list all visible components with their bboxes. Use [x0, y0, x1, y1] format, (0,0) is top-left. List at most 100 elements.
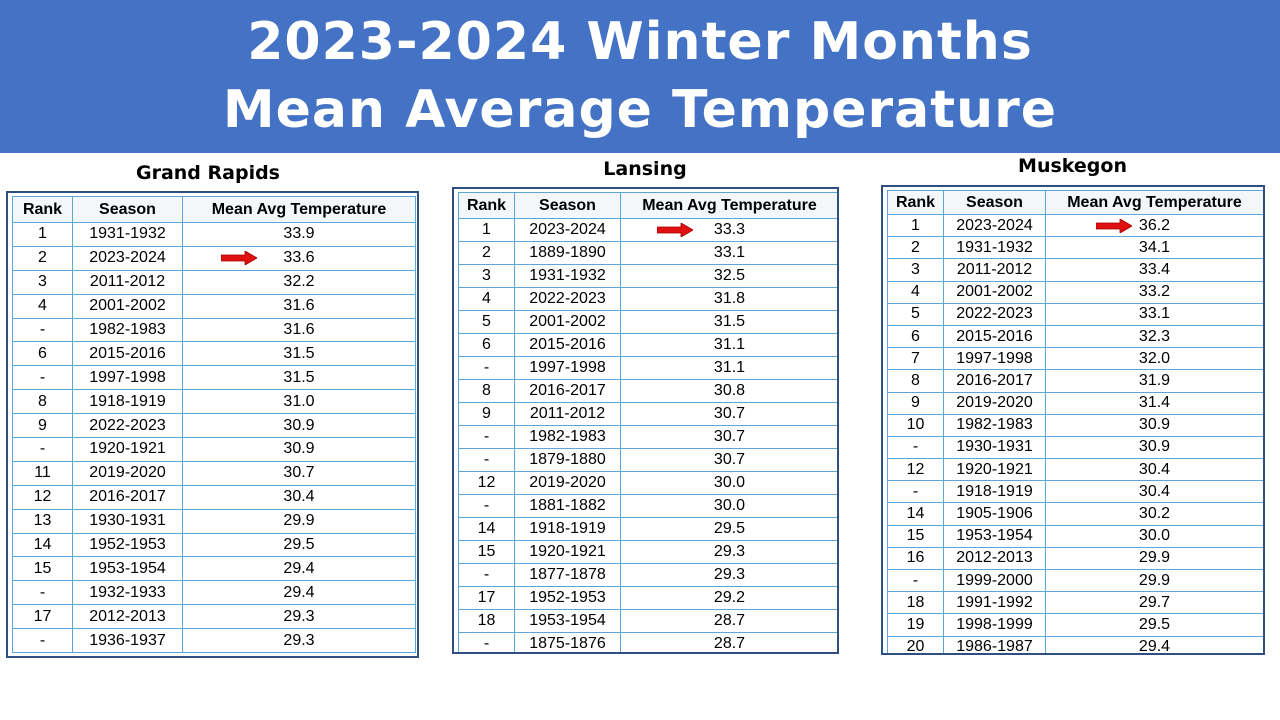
table-row: 14 1918-1919 29.5 [458, 517, 837, 541]
cell-temp: 33.4 [1045, 258, 1263, 282]
table-row: 7 1997-1998 32.0 [887, 347, 1263, 371]
cell-temp: 31.6 [182, 317, 416, 343]
cell-temp: 33.2 [1045, 280, 1263, 304]
cell-season: 1920-1921 [514, 540, 621, 564]
cell-season: 2015-2016 [943, 324, 1046, 349]
cell-temp: 30.9 [1045, 413, 1263, 437]
cell-season: 2011-2012 [72, 269, 183, 295]
cell-season: 2016-2017 [943, 369, 1046, 393]
cell-season: 1931-1932 [72, 222, 183, 247]
table-row: -1881-1882 30.0 [458, 494, 837, 518]
cell-season: 1932-1933 [72, 580, 183, 606]
cell-temp: 29.4 [182, 580, 416, 606]
header-season: Season [943, 190, 1046, 215]
cell-season: 1991-1992 [943, 591, 1046, 615]
red-arrow-icon [221, 251, 257, 266]
table-row: -1877-1878 29.3 [458, 563, 837, 587]
cell-rank: - [12, 437, 73, 462]
cell-rank: 2 [887, 236, 944, 260]
cell-rank: 6 [887, 324, 944, 349]
table-row: 17 2012-2013 29.3 [12, 604, 416, 630]
cell-temp: 31.9 [1045, 369, 1263, 393]
table-row: 6 2015-2016 31.5 [12, 341, 416, 367]
table-row: -1932-1933 29.4 [12, 580, 416, 606]
header-season: Season [514, 192, 621, 219]
cell-season: 1930-1931 [72, 508, 183, 534]
cell-season: 2015-2016 [72, 341, 183, 367]
cell-rank: 1 [12, 222, 73, 247]
cell-temp: 30.2 [1045, 502, 1263, 526]
cell-temp: 29.5 [620, 517, 837, 541]
table-panel-grand-rapids: Rank Season Mean Avg Temperature 1 1931-1… [6, 191, 419, 658]
cell-rank: - [458, 494, 515, 518]
cell-season: 1875-1876 [514, 632, 621, 652]
table-row: 3 2011-2012 33.4 [887, 258, 1263, 282]
table-row: -1999-2000 29.9 [887, 568, 1263, 593]
cell-rank: 2 [12, 245, 73, 271]
cell-season: 1998-1999 [943, 613, 1046, 637]
cell-temp: 29.7 [1045, 591, 1263, 615]
cell-rank: - [887, 435, 944, 460]
cell-season: 1877-1878 [514, 563, 621, 587]
cell-temp: 30.0 [1045, 524, 1263, 548]
cell-rank: 3 [458, 264, 515, 288]
red-arrow-icon [1096, 218, 1132, 233]
cell-rank: 4 [12, 293, 73, 319]
cell-season: 1931-1932 [514, 264, 621, 288]
title-line-2: Mean Average Temperature [222, 80, 1058, 140]
cell-temp: 29.3 [182, 628, 416, 654]
table-row: 10 1982-1983 30.9 [887, 413, 1263, 437]
cell-rank: 3 [887, 258, 944, 282]
city-title-muskegon: Muskegon [1018, 155, 1127, 177]
cell-season: 1889-1890 [514, 241, 621, 265]
cell-temp: 29.2 [620, 586, 837, 610]
cell-season: 2022-2023 [943, 302, 1046, 326]
cell-temp: 33.9 [182, 222, 416, 247]
cell-rank: 4 [887, 280, 944, 304]
cell-temp: 30.9 [182, 437, 416, 462]
table-panel-muskegon: Rank Season Mean Avg Temperature 1 2023-2… [881, 185, 1265, 655]
cell-rank: 8 [887, 369, 944, 393]
cell-season: 1918-1919 [943, 480, 1046, 504]
table-row: 8 2016-2017 30.8 [458, 379, 837, 403]
cell-temp: 31.6 [182, 293, 416, 319]
cell-season: 2023-2024 [72, 245, 183, 271]
cell-rank: - [12, 317, 73, 343]
cell-season: 1930-1931 [943, 435, 1046, 460]
cell-rank: 13 [12, 508, 73, 534]
cell-temp: 32.0 [1045, 347, 1263, 371]
table-row: 14 1952-1953 29.5 [12, 532, 416, 558]
cell-rank: 12 [458, 471, 515, 495]
cell-season: 2011-2012 [943, 258, 1046, 282]
cell-season: 2001-2002 [943, 280, 1046, 304]
cell-rank: 18 [458, 609, 515, 633]
cell-rank: 14 [12, 532, 73, 558]
cell-season: 2022-2023 [72, 413, 183, 439]
cell-rank: - [458, 632, 515, 652]
cell-temp: 29.4 [1045, 635, 1263, 653]
cell-temp: 29.5 [1045, 613, 1263, 637]
cell-season: 1879-1880 [514, 448, 621, 472]
table-row: -1982-1983 30.7 [458, 425, 837, 449]
cell-temp: 29.3 [620, 540, 837, 564]
cell-season: 1936-1937 [72, 628, 183, 654]
cell-rank: 11 [12, 460, 73, 486]
cell-rank: 8 [458, 379, 515, 403]
table-row: 9 2022-2023 30.9 [12, 413, 416, 439]
cell-season: 1953-1954 [72, 556, 183, 582]
header-temp: Mean Avg Temperature [1045, 190, 1263, 215]
cell-temp: 31.5 [182, 365, 416, 391]
cell-rank: - [887, 568, 944, 593]
table-row: 15 1953-1954 30.0 [887, 524, 1263, 548]
table-row: 9 2011-2012 30.7 [458, 402, 837, 426]
table-row: 15 1920-1921 29.3 [458, 540, 837, 564]
table-row: -1875-1876 28.7 [458, 632, 837, 652]
table-row: -1920-1921 30.9 [12, 437, 416, 462]
cell-temp: 29.5 [182, 532, 416, 558]
cell-season: 1952-1953 [514, 586, 621, 610]
cell-rank: 19 [887, 613, 944, 637]
cell-temp: 30.7 [620, 402, 837, 426]
table-row: -1918-1919 30.4 [887, 480, 1263, 504]
table-row: 2 2023-2024 33.6 [12, 245, 416, 271]
cell-temp: 31.1 [620, 356, 837, 380]
